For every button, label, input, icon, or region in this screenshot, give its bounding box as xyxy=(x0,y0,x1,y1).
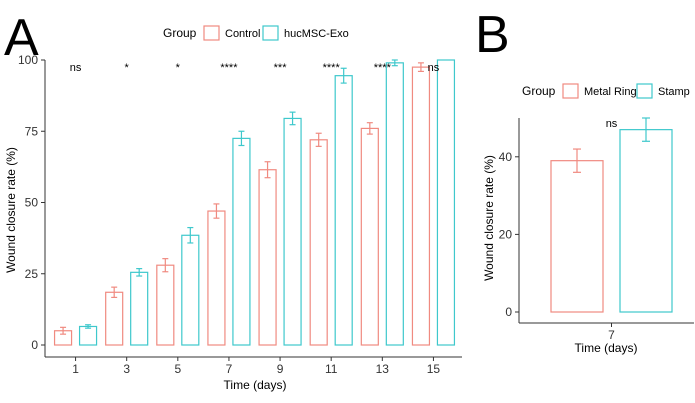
legend-title-a: Group xyxy=(163,26,197,40)
a-bar-control xyxy=(258,169,277,346)
a-significance-label: **** xyxy=(220,62,238,74)
y-axis-title-b: Wound closure rate (%) xyxy=(482,155,496,281)
legend-title-b: Group xyxy=(522,84,556,98)
y-axis-title-a: Wound closure rate (%) xyxy=(4,147,18,273)
a-significance-label: * xyxy=(176,62,181,74)
panel-a-chart: Group Control hucMSC-Exo Wound closure r… xyxy=(4,25,462,392)
a-x-tick-label: 15 xyxy=(427,362,441,376)
legend-swatch-exo xyxy=(262,25,279,41)
a-bar-control xyxy=(411,66,431,346)
a-bar-hucmsc-exo xyxy=(78,325,98,346)
b-y-tick-label: 20 xyxy=(499,227,513,241)
legend-label-stamp: Stamp xyxy=(658,86,690,98)
a-x-tick-label: 3 xyxy=(123,362,130,376)
a-bar-control xyxy=(360,127,379,346)
a-significance-label: ns xyxy=(428,62,440,74)
a-bar-hucmsc-exo xyxy=(436,59,456,346)
a-bar-control xyxy=(207,210,226,346)
a-significance-label: **** xyxy=(323,62,341,74)
a-x-tick-label: 13 xyxy=(376,362,390,376)
a-y-tick-label: 75 xyxy=(25,124,39,138)
a-bar-hucmsc-exo xyxy=(232,137,251,346)
legend-label-metal-ring: Metal Ring xyxy=(584,86,637,98)
a-x-tick-label: 1 xyxy=(72,362,79,376)
legend-label-exo: hucMSC-Exo xyxy=(284,28,349,40)
b-x-tick-label: 7 xyxy=(608,328,615,342)
a-bar-hucmsc-exo xyxy=(334,75,353,346)
a-bar-control xyxy=(105,291,124,346)
a-bar-hucmsc-exo xyxy=(130,271,149,346)
panel-b-chart: Group Metal Ring Stamp Wound closure rat… xyxy=(482,83,694,355)
a-significance-label: * xyxy=(125,62,130,74)
legend-swatch-control xyxy=(203,25,220,41)
x-axis-title-b: Time (days) xyxy=(575,341,638,355)
b-y-tick-label: 0 xyxy=(505,305,512,319)
panel-label-b: B xyxy=(475,6,510,64)
a-significance-label: **** xyxy=(374,62,392,74)
legend-swatch-metal-ring xyxy=(562,83,579,99)
legend-swatch-stamp xyxy=(636,83,653,99)
a-bar-control xyxy=(309,139,328,346)
b-bar-metal-ring xyxy=(550,160,604,313)
a-x-tick-label: 7 xyxy=(226,362,233,376)
a-y-tick-label: 25 xyxy=(25,267,39,281)
b-bar-stamp xyxy=(619,129,673,313)
a-y-tick-label: 0 xyxy=(31,338,38,352)
a-significance-label: ns xyxy=(70,62,82,74)
a-x-tick-label: 9 xyxy=(277,362,284,376)
x-axis-title-a: Time (days) xyxy=(224,378,287,392)
a-x-tick-label: 5 xyxy=(174,362,181,376)
a-y-tick-label: 50 xyxy=(25,196,39,210)
a-bar-hucmsc-exo xyxy=(385,62,404,346)
b-significance-label: ns xyxy=(606,118,618,130)
legend-label-control: Control xyxy=(225,28,260,40)
a-significance-label: *** xyxy=(274,62,288,74)
a-x-tick-label: 11 xyxy=(325,362,338,376)
a-y-tick-label: 100 xyxy=(18,53,38,67)
b-y-tick-label: 40 xyxy=(499,150,513,164)
panel-label-a: A xyxy=(4,9,39,67)
a-bar-control xyxy=(156,264,175,346)
a-bar-hucmsc-exo xyxy=(181,234,200,346)
a-bar-hucmsc-exo xyxy=(283,117,302,346)
